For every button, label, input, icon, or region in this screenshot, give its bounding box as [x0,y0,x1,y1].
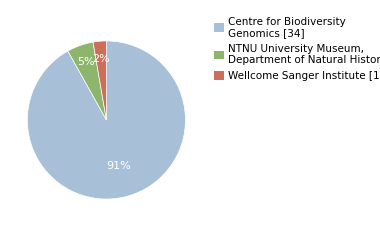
Wedge shape [27,41,185,199]
Text: 91%: 91% [106,161,131,171]
Text: 5%: 5% [77,57,95,67]
Legend: Centre for Biodiversity
Genomics [34], NTNU University Museum,
Department of Nat: Centre for Biodiversity Genomics [34], N… [214,17,380,81]
Wedge shape [93,41,106,120]
Wedge shape [68,42,106,120]
Text: 2%: 2% [92,54,110,64]
